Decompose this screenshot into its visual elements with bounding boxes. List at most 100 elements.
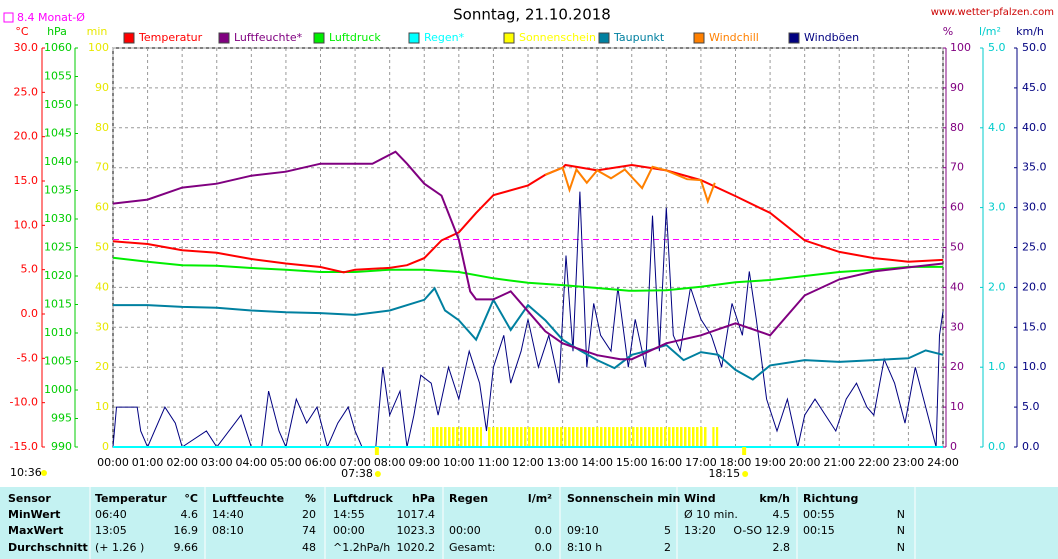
table-header: Luftfeuchte — [212, 492, 284, 505]
legend-label: Windböen — [804, 31, 859, 44]
y-tick-label: 0 — [102, 440, 109, 453]
y-tick-label: 20.0 — [1022, 280, 1047, 293]
updated-dot — [41, 470, 47, 476]
table-cell: N — [897, 541, 905, 554]
y-tick-label: 10 — [950, 400, 964, 413]
x-tick-label: 24:00 — [927, 456, 959, 469]
table-header: % — [305, 492, 316, 505]
legend-label: Sonnenschein — [519, 31, 596, 44]
y-tick-label: 5.0 — [21, 263, 39, 276]
y-tick-label: 10 — [95, 400, 109, 413]
x-tick-label: 23:00 — [893, 456, 925, 469]
legend-label: Luftfeuchte* — [234, 31, 303, 44]
chart-title: Sonntag, 21.10.2018 — [453, 6, 611, 24]
x-tick-label: 15:00 — [616, 456, 648, 469]
table-header: Temperatur — [95, 492, 167, 505]
y-tick-label: 40.0 — [1022, 121, 1047, 134]
y-tick-label: 30.0 — [1022, 201, 1047, 214]
table: Sensor Temperatur °C Luftfeuchte% Luftdruck h… — [0, 487, 1058, 559]
x-tick-label: 04:00 — [235, 456, 267, 469]
y-tick-label: 5.0 — [988, 41, 1006, 54]
y-tick-label: 15.0 — [14, 174, 39, 187]
table-cell: 1020.2 — [397, 541, 436, 554]
x-tick-label: 07:00 — [339, 456, 371, 469]
updated-time: 10:36 — [10, 466, 42, 479]
x-tick-label: 05:00 — [270, 456, 302, 469]
x-tick-label: 09:00 — [408, 456, 440, 469]
x-tick-label: 19:00 — [754, 456, 786, 469]
y-tick-label: 20 — [950, 360, 964, 373]
x-tick-label: 20:00 — [789, 456, 821, 469]
y-tick-label: 1010 — [44, 326, 72, 339]
marker-label: 18:15 — [708, 467, 740, 480]
table-cell: 00:55 — [803, 508, 835, 521]
x-tick-label: 14:00 — [581, 456, 613, 469]
y-tick-label: 50 — [95, 241, 109, 254]
y-tick-label: 1040 — [44, 155, 72, 168]
series-line — [544, 165, 716, 205]
legend-swatch — [788, 32, 800, 44]
table-cell: 9.66 — [174, 541, 199, 554]
legend-swatch — [408, 32, 420, 44]
marker-label: 07:38 — [341, 467, 373, 480]
series-line — [112, 191, 944, 449]
y-tick-label: 25.0 — [1022, 241, 1047, 254]
y-tick-label: 1020 — [44, 269, 72, 282]
marker-dot — [742, 471, 749, 477]
marker-dot — [374, 471, 381, 477]
sun-marker — [374, 447, 379, 455]
legend-label: Temperatur — [138, 31, 203, 44]
y-tick-label: 1050 — [44, 98, 72, 111]
legend-label: Regen* — [424, 31, 465, 44]
table-cell: 00:00 — [449, 524, 481, 537]
y-tick-label: 10.0 — [14, 218, 39, 231]
y-tick-label: 0.0 — [988, 440, 1006, 453]
table-cell: Gesamt: — [449, 541, 496, 554]
y-tick-label: 70 — [950, 161, 964, 174]
legend-swatch — [123, 32, 135, 44]
table-cell: N — [897, 508, 905, 521]
table-cell: 06:40 — [95, 508, 127, 521]
y-tick-label: -15.0 — [10, 440, 38, 453]
y-tick-label: 1060 — [44, 41, 72, 54]
x-tick-label: 13:00 — [547, 456, 579, 469]
y-tick-label: 3.0 — [988, 201, 1006, 214]
sunshine-bar — [487, 427, 707, 447]
y-tick-label: 0 — [950, 440, 957, 453]
sunshine-bar — [430, 427, 483, 447]
table-cell: 00:15 — [803, 524, 835, 537]
y-tick-label: 45.0 — [1022, 81, 1047, 94]
y-tick-label: 0.0 — [21, 307, 39, 320]
table-cell: 74 — [302, 524, 316, 537]
table-cell: (+ 1.26 ) — [95, 541, 144, 554]
table-header: hPa — [412, 492, 435, 505]
series-line — [112, 150, 944, 361]
table-cell: 20 — [302, 508, 316, 521]
table-cell: 14:40 — [212, 508, 244, 521]
table-header: km/h — [759, 492, 790, 505]
y-tick-label: 80 — [950, 121, 964, 134]
series-line — [112, 256, 943, 292]
y-tick-label: 0.0 — [1022, 440, 1040, 453]
table-cell: 4.5 — [773, 508, 791, 521]
x-tick-label: 18:00 — [720, 456, 752, 469]
table-cell: 8:10 h — [567, 541, 602, 554]
y-tick-label: 1025 — [44, 241, 72, 254]
y-tick-label: 20.0 — [14, 130, 39, 143]
axis-unit: °C — [15, 25, 29, 38]
x-tick-label: 02:00 — [166, 456, 198, 469]
y-tick-label: 4.0 — [988, 121, 1006, 134]
y-tick-label: 2.0 — [988, 280, 1006, 293]
y-tick-label: 80 — [95, 121, 109, 134]
table-header: Luftdruck — [333, 492, 394, 505]
table-header: °C — [184, 492, 198, 505]
y-tick-label: 990 — [51, 440, 72, 453]
axis-unit: min — [87, 25, 108, 38]
y-tick-label: 100 — [950, 41, 971, 54]
y-tick-label: 1005 — [44, 355, 72, 368]
table-header: Sonnenschein min — [567, 492, 680, 505]
table-cell: Ø 10 min. — [684, 508, 738, 521]
table-cell: 14:55 — [333, 508, 365, 521]
table-header: Regen — [449, 492, 488, 505]
y-tick-label: 50 — [950, 241, 964, 254]
